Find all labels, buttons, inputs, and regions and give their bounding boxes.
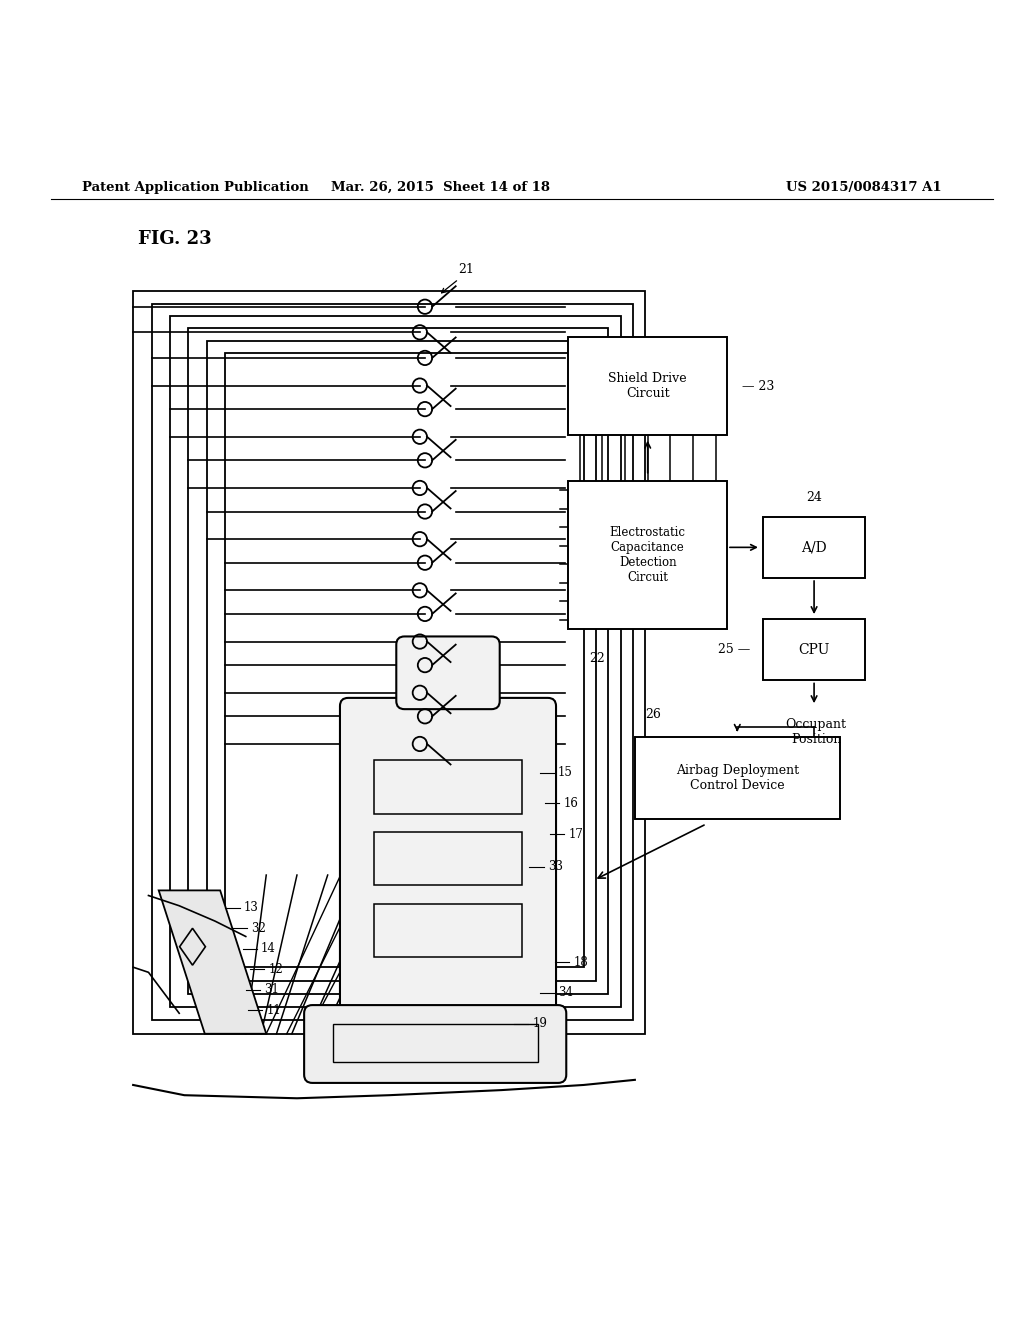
Text: US 2015/0084317 A1: US 2015/0084317 A1	[786, 181, 942, 194]
Text: 33: 33	[548, 861, 563, 874]
Bar	[763, 516, 865, 578]
Bar	[225, 352, 584, 968]
Bar	[133, 292, 645, 1034]
FancyBboxPatch shape	[396, 636, 500, 709]
Text: Airbag Deployment
Control Device: Airbag Deployment Control Device	[676, 764, 799, 792]
Text: 14: 14	[261, 942, 276, 956]
Text: 25 —: 25 —	[719, 643, 751, 656]
Text: 16: 16	[563, 797, 579, 810]
Bar	[374, 760, 522, 813]
Bar	[374, 904, 522, 957]
Bar	[374, 832, 522, 886]
Text: Shield Drive
Circuit: Shield Drive Circuit	[608, 372, 687, 400]
Text: 19: 19	[532, 1016, 548, 1030]
Text: 12: 12	[268, 962, 283, 975]
Text: 34: 34	[558, 986, 573, 999]
Text: 18: 18	[573, 956, 588, 969]
Bar	[635, 737, 840, 818]
Text: CPU: CPU	[799, 643, 829, 657]
Bar	[568, 338, 727, 434]
Text: — 23: — 23	[742, 380, 775, 392]
Text: FIG. 23: FIG. 23	[138, 230, 212, 248]
Bar	[207, 341, 596, 981]
Text: 24: 24	[806, 491, 822, 504]
FancyBboxPatch shape	[340, 698, 556, 1032]
Bar	[188, 329, 608, 994]
Text: 26: 26	[645, 709, 662, 722]
Text: A/D: A/D	[801, 540, 827, 554]
Text: Occupant
Position: Occupant Position	[785, 718, 847, 746]
Text: 21: 21	[458, 263, 474, 276]
Bar	[170, 315, 621, 1007]
Bar	[763, 619, 865, 681]
Bar	[568, 480, 727, 630]
Bar	[152, 304, 633, 1020]
PathPatch shape	[159, 891, 266, 1034]
Text: 32: 32	[251, 921, 266, 935]
Bar	[333, 1023, 538, 1063]
Text: Electrostatic
Capacitance
Detection
Circuit: Electrostatic Capacitance Detection Circ…	[609, 527, 686, 583]
Text: 15: 15	[558, 766, 573, 779]
Text: 17: 17	[568, 828, 584, 841]
Text: 13: 13	[244, 902, 259, 915]
Text: 11: 11	[266, 1003, 281, 1016]
Text: 31: 31	[264, 983, 280, 997]
Text: Mar. 26, 2015  Sheet 14 of 18: Mar. 26, 2015 Sheet 14 of 18	[331, 181, 550, 194]
Text: Patent Application Publication: Patent Application Publication	[82, 181, 308, 194]
Text: 22: 22	[589, 652, 604, 665]
FancyBboxPatch shape	[304, 1005, 566, 1082]
